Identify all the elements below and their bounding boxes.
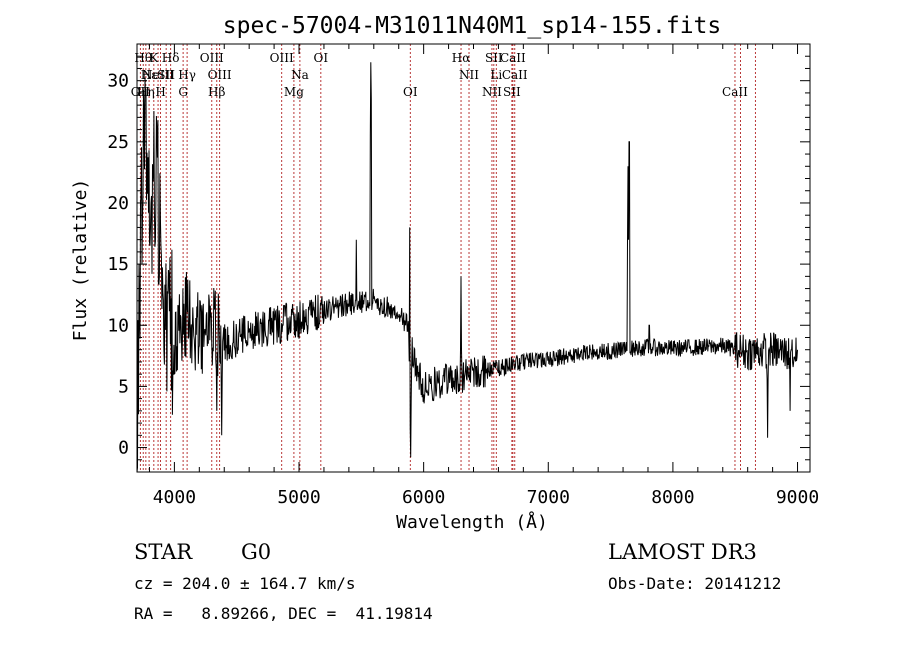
line-label: Hε	[141, 68, 158, 82]
spectrum-line	[136, 62, 798, 473]
spectrum-chart: spec-57004-M31011N40M1_sp14-155.fits 400…	[70, 13, 819, 533]
line-label: Li	[490, 68, 502, 82]
line-label: OIII	[270, 51, 294, 65]
x-tick-label: 9000	[776, 487, 819, 508]
line-label: SII	[157, 68, 175, 82]
line-label: CaII	[500, 51, 526, 65]
line-label: CaII	[722, 85, 748, 99]
line-label: OIII	[200, 51, 224, 65]
line-label: NeIII	[142, 68, 174, 82]
line-label: K	[149, 51, 159, 65]
x-axis-label: Wavelength (Å)	[396, 511, 548, 533]
line-label: CaII	[502, 68, 528, 82]
line-label: H	[155, 85, 165, 99]
line-label: Hδ	[162, 51, 180, 65]
line-label: Hη	[137, 85, 155, 99]
spectral-line-markers	[139, 44, 756, 472]
x-tick-label: 4000	[153, 487, 196, 508]
line-label: NII	[482, 85, 502, 99]
coordinates: RA = 8.89266, DEC = 41.19814	[134, 604, 433, 623]
y-tick-label: 0	[118, 438, 129, 459]
line-label: Hγ	[178, 68, 196, 82]
plot-frame	[136, 43, 811, 473]
line-label: SII	[503, 85, 521, 99]
x-tick-label: 6000	[402, 487, 445, 508]
y-axis-label: Flux (relative)	[70, 179, 91, 342]
subclass: G0	[241, 540, 272, 564]
y-tick-label: 15	[107, 254, 129, 275]
x-axis: 4000 5000 6000 7000 8000 9000	[148, 44, 819, 508]
y-tick-label: 25	[107, 132, 129, 153]
line-label: OII	[131, 85, 151, 99]
line-label: NII	[459, 68, 479, 82]
y-tick-label: 5	[118, 376, 129, 397]
object-class: STAR	[134, 540, 193, 564]
x-tick-label: 5000	[277, 487, 320, 508]
obs-date: Obs-Date: 20141212	[608, 574, 782, 593]
line-label: OI	[403, 85, 418, 99]
redshift-readout: cz = 204.0 ± 164.7 km/s	[134, 574, 356, 593]
survey-name: LAMOST DR3	[608, 540, 757, 564]
y-tick-label: 20	[107, 193, 129, 214]
line-label: OI	[314, 51, 329, 65]
line-label: Hβ	[208, 85, 225, 99]
chart-title: spec-57004-M31011N40M1_sp14-155.fits	[223, 13, 722, 39]
line-label: OIII	[208, 68, 232, 82]
line-label: SII	[485, 51, 503, 65]
line-label: Hα	[452, 51, 471, 65]
y-axis: 0 5 10 15 20 25 30	[107, 55, 810, 461]
spectral-line-labels: OII Hθ Hη Hε K NeIII H SII Hδ G Hγ OIII Hβ OIII OIII Mg…	[131, 51, 748, 99]
x-tick-label: 8000	[651, 487, 694, 508]
y-tick-label: 10	[107, 315, 129, 336]
line-label: G	[178, 85, 188, 99]
line-label: Mg	[284, 85, 304, 99]
y-tick-label: 30	[107, 71, 129, 92]
x-tick-label: 7000	[527, 487, 570, 508]
line-label: Hθ	[134, 51, 152, 65]
line-label: Na	[291, 68, 309, 82]
